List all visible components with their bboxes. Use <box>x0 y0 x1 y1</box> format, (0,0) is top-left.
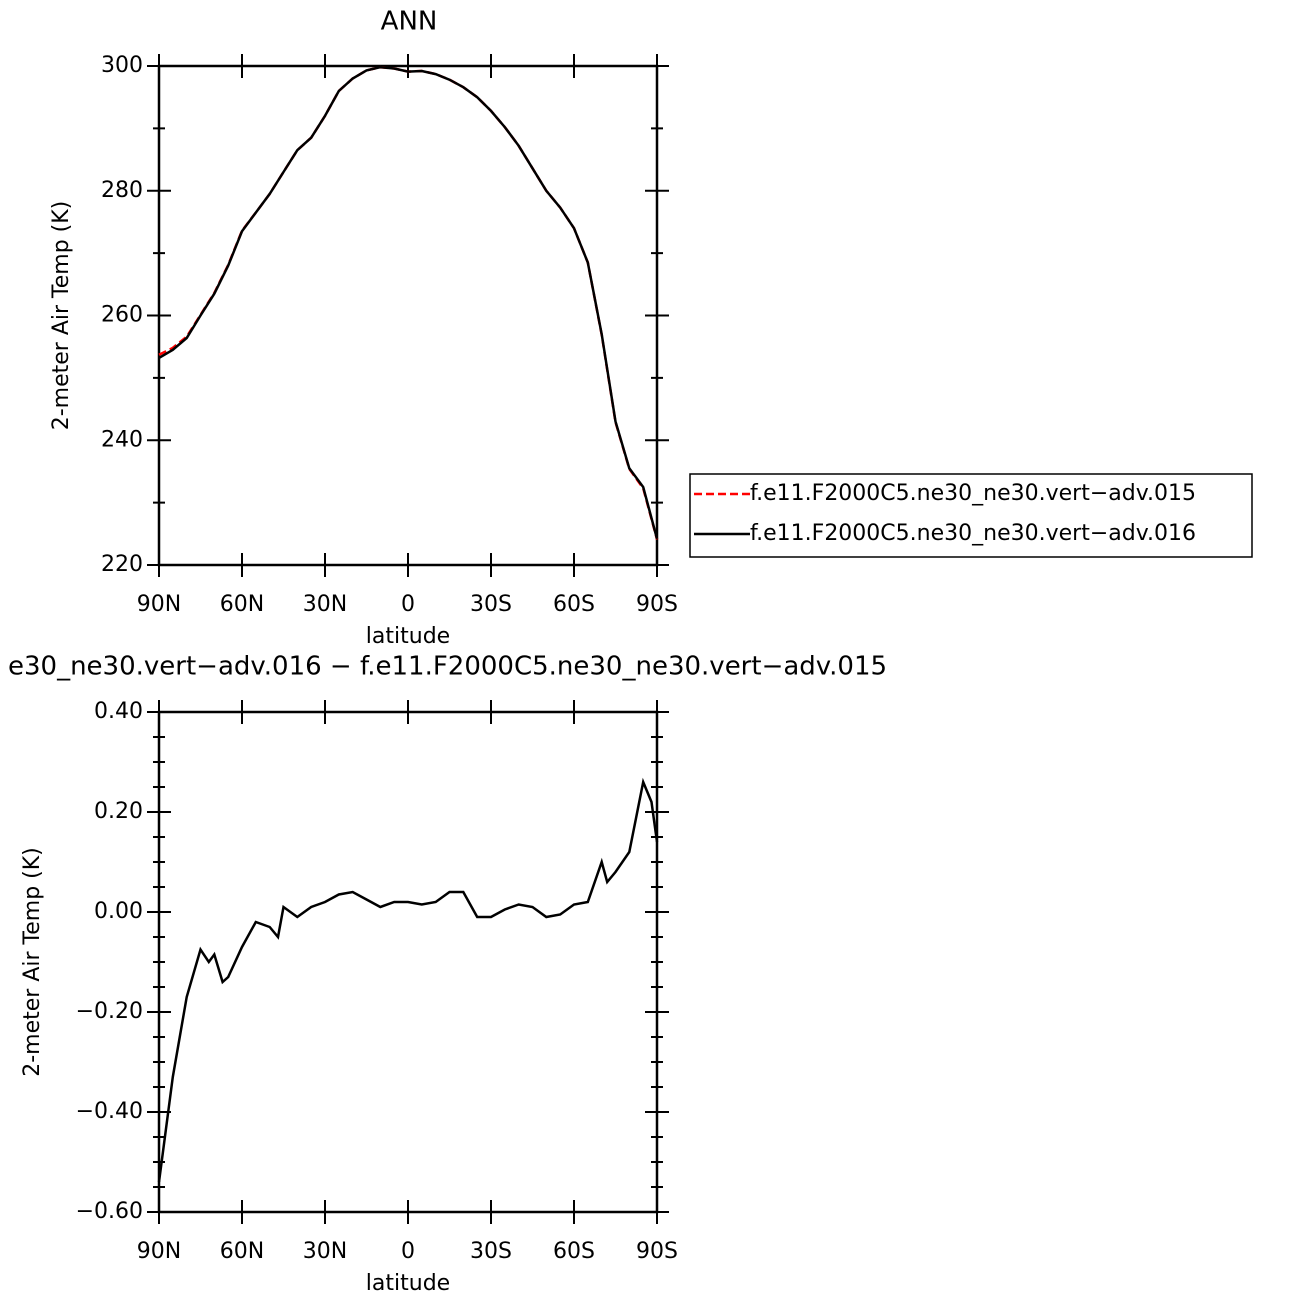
x-tick-label: 90N <box>137 1239 181 1264</box>
y-tick-label: 300 <box>101 53 143 78</box>
y-tick-label: 0.20 <box>94 799 143 824</box>
x-tick-label: 60S <box>553 592 595 617</box>
legend-label: f.e11.F2000C5.ne30_ne30.vert−adv.015 <box>750 481 1196 506</box>
plot-frame <box>157 64 659 567</box>
y-tick-label: 0.40 <box>94 699 143 724</box>
y-tick-label: 240 <box>101 427 143 452</box>
y-tick-label: −0.60 <box>76 1199 143 1224</box>
y-axis-label: 2-meter Air Temp (K) <box>20 847 45 1077</box>
x-tick-label: 30S <box>470 1239 512 1264</box>
y-tick-label: −0.20 <box>76 999 143 1024</box>
y-tick-label: −0.40 <box>76 1099 143 1124</box>
y-tick-label: 280 <box>101 178 143 203</box>
x-tick-label: 60N <box>220 592 264 617</box>
x-tick-label: 30S <box>470 592 512 617</box>
x-tick-label: 60N <box>220 1239 264 1264</box>
x-tick-label: 0 <box>401 592 415 617</box>
y-axis-label: 2-meter Air Temp (K) <box>49 201 74 431</box>
data-line <box>157 777 659 1183</box>
y-tick-label: 260 <box>101 303 143 328</box>
plot-frame <box>157 710 659 1214</box>
x-axis-label: latitude <box>366 1271 450 1296</box>
y-tick-label: 0.00 <box>94 899 143 924</box>
x-tick-label: 60S <box>553 1239 595 1264</box>
chart-title: e30_ne30.vert−adv.016 − f.e11.F2000C5.ne… <box>8 652 887 682</box>
legend-label: f.e11.F2000C5.ne30_ne30.vert−adv.016 <box>750 521 1196 546</box>
data-line <box>158 65 659 540</box>
chart-title: ANN <box>381 7 438 37</box>
x-tick-label: 30N <box>303 592 347 617</box>
x-tick-label: 90S <box>636 1239 678 1264</box>
x-tick-label: 0 <box>401 1239 415 1264</box>
x-tick-label: 30N <box>303 1239 347 1264</box>
legend-box <box>689 473 1253 558</box>
y-tick-label: 220 <box>101 552 143 577</box>
x-tick-label: 90S <box>636 592 678 617</box>
x-tick-label: 90N <box>137 592 181 617</box>
data-line <box>158 65 659 540</box>
x-axis-label: latitude <box>366 624 450 649</box>
